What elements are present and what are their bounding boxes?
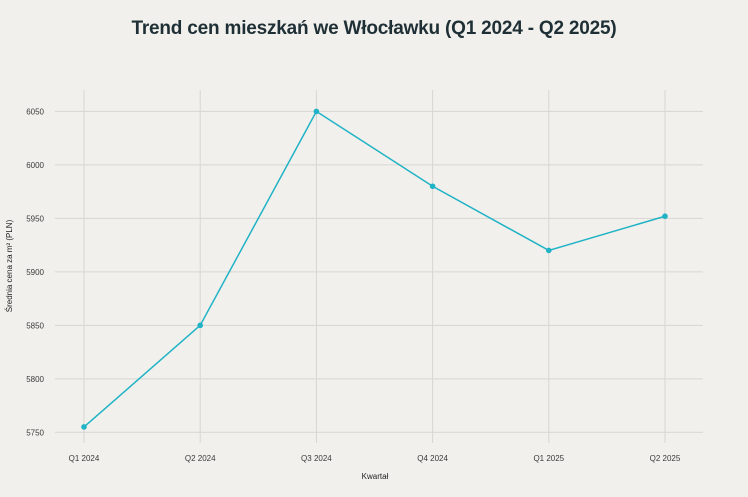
data-point <box>429 183 436 190</box>
x-tick-label: Q1 2025 <box>533 454 564 463</box>
data-point <box>81 424 87 430</box>
x-tick-label: Q3 2024 <box>301 454 332 463</box>
y-axis-ticks: 5750 5800 5850 5900 5950 6000 6050 <box>26 107 44 437</box>
y-tick-label: 6050 <box>26 107 44 116</box>
x-axis-ticks: Q1 2024 Q2 2024 Q3 2024 Q4 2024 Q1 2025 Q2 20… <box>69 454 681 463</box>
y-tick-label: 6000 <box>26 161 44 170</box>
y-tick-label: 5800 <box>26 375 44 384</box>
x-tick-label: Q2 2024 <box>185 454 216 463</box>
y-tick-label: 5850 <box>26 321 44 330</box>
x-tick-label: Q4 2024 <box>417 454 448 463</box>
data-point <box>197 322 203 329</box>
y-tick-label: 5750 <box>26 428 44 437</box>
data-point <box>546 247 552 254</box>
series-group <box>81 108 668 430</box>
x-tick-label: Q1 2024 <box>69 454 100 463</box>
y-axis-label: Średnia cena za m² (PLN) <box>5 219 14 312</box>
x-tick-label: Q2 2025 <box>650 454 681 463</box>
series-line <box>83 110 666 428</box>
y-grid <box>55 110 703 433</box>
chart-title: Trend cen mieszkań we Włocławku (Q1 2024… <box>131 18 617 39</box>
y-tick-label: 5950 <box>26 214 44 223</box>
x-grid <box>83 90 666 443</box>
x-axis-label: Kwartał <box>362 472 389 481</box>
y-tick-label: 5900 <box>26 268 44 277</box>
data-point <box>313 108 320 115</box>
data-point <box>662 213 668 220</box>
